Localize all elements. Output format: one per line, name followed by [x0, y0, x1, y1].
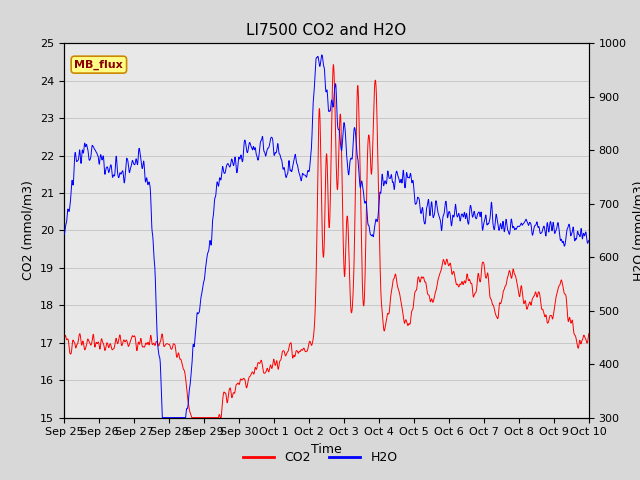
Title: LI7500 CO2 and H2O: LI7500 CO2 and H2O	[246, 23, 406, 38]
Y-axis label: H2O (mmol/m3): H2O (mmol/m3)	[632, 180, 640, 281]
Y-axis label: CO2 (mmol/m3): CO2 (mmol/m3)	[22, 180, 35, 280]
Legend: CO2, H2O: CO2, H2O	[237, 446, 403, 469]
X-axis label: Time: Time	[311, 443, 342, 456]
Text: MB_flux: MB_flux	[74, 60, 124, 70]
